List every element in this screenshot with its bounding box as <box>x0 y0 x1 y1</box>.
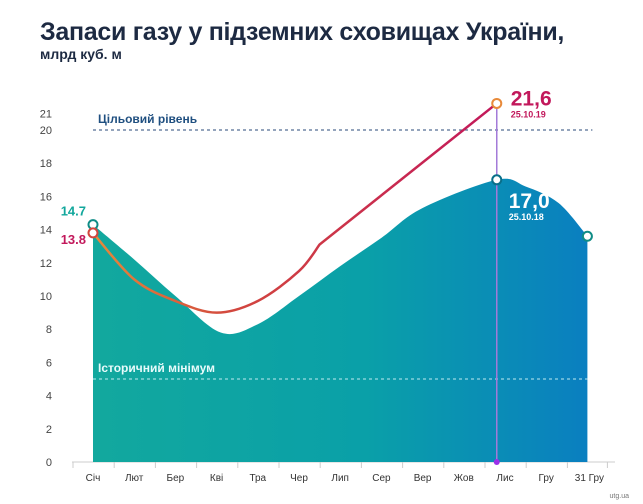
y-tick-label: 0 <box>46 457 52 469</box>
target-level-label: Цільовий рівень <box>98 112 197 126</box>
start-label-2019: 13.8 <box>61 232 86 247</box>
point-2018-end <box>581 230 593 242</box>
source-label: utg.ua <box>609 493 629 500</box>
y-tick-label: 18 <box>40 158 52 170</box>
chart-title: Запаси газу у підземних сховищах України… <box>40 18 565 46</box>
y-tick-label: 8 <box>46 324 52 336</box>
point-2018-peak <box>491 174 503 186</box>
area-2018 <box>93 178 588 462</box>
x-tick-label: Сер <box>372 473 391 484</box>
point-2019-start <box>87 227 99 239</box>
x-tick-label: Лип <box>331 473 349 484</box>
start-label-2018: 14.7 <box>61 204 86 219</box>
peak-value-2019: 21,6 <box>511 87 552 110</box>
peak-value-2018: 17,0 <box>509 190 550 213</box>
y-tick-label: 21 <box>40 108 52 120</box>
y-tick-label: 20 <box>40 125 52 137</box>
x-tick-label: Вер <box>414 473 432 484</box>
y-tick-label: 16 <box>40 191 52 203</box>
historical-min-label: Історичний мінімум <box>98 361 215 375</box>
x-tick-label: Лис <box>496 473 513 484</box>
x-tick-label: Чер <box>290 473 308 484</box>
x-tick-label: Гру <box>539 473 554 484</box>
x-tick-label: Січ <box>86 473 101 484</box>
x-tick-label: 31 Гру <box>575 473 604 484</box>
date-marker-dot <box>493 459 500 465</box>
y-tick-label: 2 <box>46 424 52 436</box>
y-tick-label: 6 <box>46 357 52 369</box>
line-2019 <box>92 102 498 314</box>
x-tick-label: Жов <box>454 473 474 484</box>
y-tick-label: 4 <box>46 391 52 403</box>
peak-date-2019: 25.10.19 <box>511 109 546 119</box>
y-tick-label: 10 <box>40 291 52 303</box>
x-tick-label: Кві <box>210 473 223 484</box>
x-tick-label: Бер <box>167 473 185 484</box>
y-tick-label: 12 <box>40 258 52 270</box>
peak-date-2018: 25.10.18 <box>509 212 544 222</box>
point-2019-peak <box>491 97 503 109</box>
x-tick-label: Тра <box>249 473 266 484</box>
x-tick-label: Лют <box>125 473 144 484</box>
chart-subtitle: млрд куб. м <box>40 46 122 62</box>
y-tick-label: 14 <box>40 225 52 237</box>
